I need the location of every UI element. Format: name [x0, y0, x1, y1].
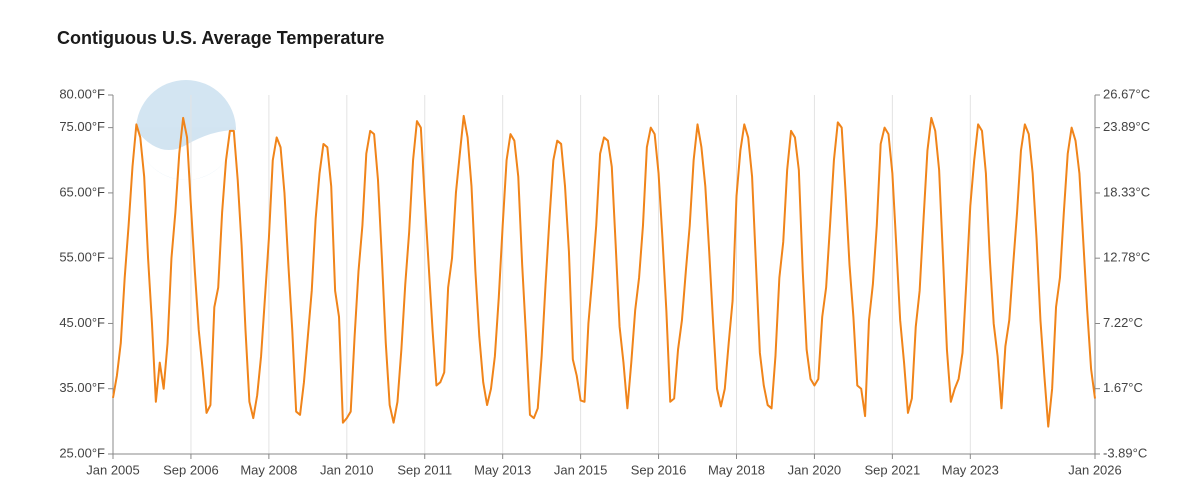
x-tick-label: Jan 2010 — [320, 462, 374, 477]
y-tick-label: 45.00°F — [59, 315, 105, 330]
x-tick-label: May 2013 — [474, 462, 531, 477]
y2-tick-label: 26.67°C — [1103, 86, 1150, 101]
y2-tick-label: 12.78°C — [1103, 250, 1150, 265]
y-tick-label: 55.00°F — [59, 250, 105, 265]
x-tick-label: Jan 2026 — [1068, 462, 1122, 477]
x-tick-label: Jan 2005 — [86, 462, 140, 477]
y2-tick-label: 7.22°C — [1103, 315, 1143, 330]
y2-tick-label: 18.33°C — [1103, 184, 1150, 199]
y-tick-label: 80.00°F — [59, 86, 105, 101]
y2-tick-label: -3.89°C — [1103, 445, 1147, 460]
x-tick-label: Jan 2020 — [788, 462, 842, 477]
y-tick-label: 35.00°F — [59, 380, 105, 395]
y2-tick-label: 1.67°C — [1103, 380, 1143, 395]
x-tick-label: Jan 2015 — [554, 462, 608, 477]
x-tick-label: Sep 2006 — [163, 462, 219, 477]
y-tick-label: 25.00°F — [59, 445, 105, 460]
y-tick-label: 75.00°F — [59, 119, 105, 134]
logo-wave — [136, 130, 236, 180]
x-tick-label: May 2018 — [708, 462, 765, 477]
x-tick-label: May 2023 — [942, 462, 999, 477]
x-tick-label: Sep 2021 — [865, 462, 921, 477]
temperature-line — [112, 114, 1096, 428]
x-tick-label: May 2008 — [240, 462, 297, 477]
x-tick-label: Sep 2011 — [397, 462, 452, 477]
chart-title: Contiguous U.S. Average Temperature — [57, 28, 384, 48]
y2-tick-label: 23.89°C — [1103, 119, 1150, 134]
y-tick-label: 65.00°F — [59, 184, 105, 199]
x-tick-label: Sep 2016 — [631, 462, 687, 477]
